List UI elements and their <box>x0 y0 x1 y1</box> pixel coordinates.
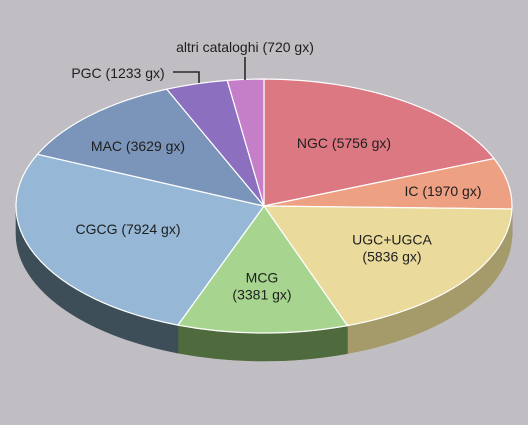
pie-label-mac: MAC (3629 gx) <box>91 138 185 154</box>
pie-label-cgcg: CGCG (7924 gx) <box>75 221 180 237</box>
pie-label-ic: IC (1970 gx) <box>404 183 481 199</box>
pie-label-altri: altri cataloghi (720 gx) <box>176 39 314 55</box>
pie-label-pgc: PGC (1233 gx) <box>71 65 164 81</box>
pie-label-ngc: NGC (5756 gx) <box>297 135 391 151</box>
pie-label-ugc: UGC+UGCA(5836 gx) <box>352 232 432 265</box>
pie-leader-lines <box>173 57 245 83</box>
leader-line-pgc <box>173 72 199 83</box>
